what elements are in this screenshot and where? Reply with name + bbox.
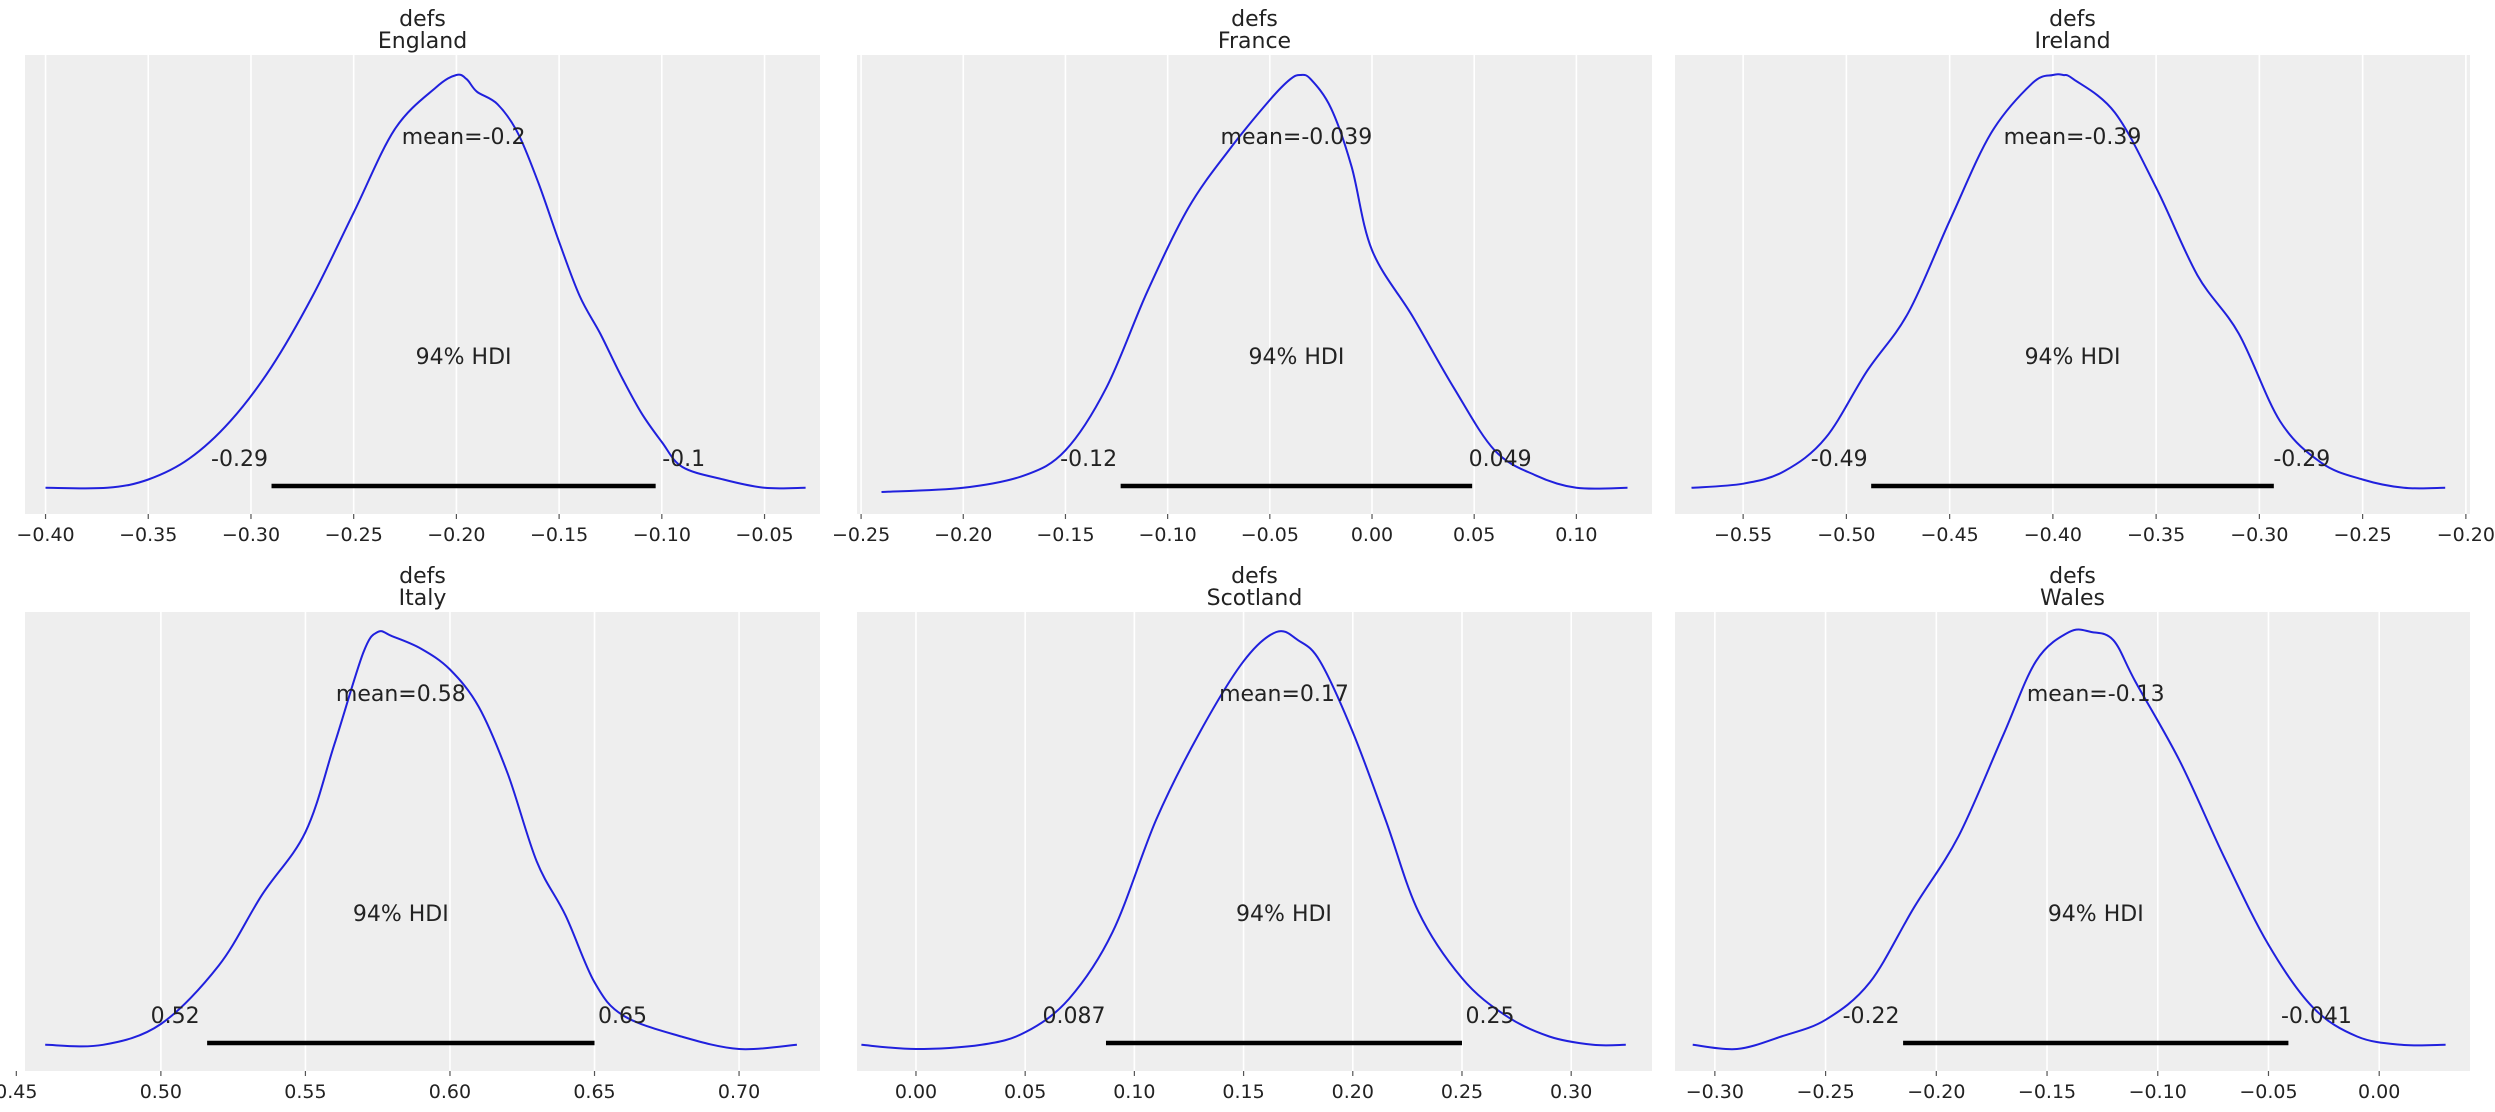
subplot-subtitle: Wales bbox=[2040, 586, 2105, 611]
mean-label: mean=-0.13 bbox=[2027, 682, 2165, 707]
x-tick-label: 0.00 bbox=[1351, 524, 1393, 546]
subplot-title: defs bbox=[399, 564, 446, 589]
x-tick-label: −0.20 bbox=[1907, 1081, 1965, 1103]
x-tick-label: −0.10 bbox=[633, 524, 691, 546]
x-tick-label: −0.05 bbox=[1241, 524, 1299, 546]
hdi-low-label: 0.52 bbox=[151, 1004, 200, 1029]
x-tick-label: −0.35 bbox=[2127, 524, 2185, 546]
hdi-label: 94% HDI bbox=[1248, 345, 1344, 370]
axes-background bbox=[25, 612, 820, 1071]
hdi-high-label: 0.25 bbox=[1465, 1004, 1514, 1029]
x-tick-label: 0.00 bbox=[895, 1081, 937, 1103]
x-tick-label: −0.30 bbox=[1686, 1081, 1744, 1103]
x-tick-label: −0.15 bbox=[2018, 1081, 2076, 1103]
subplot-title: defs bbox=[399, 7, 446, 32]
x-tick-label: −0.20 bbox=[2437, 524, 2495, 546]
hdi-low-label: 0.087 bbox=[1042, 1004, 1105, 1029]
x-tick-label: −0.25 bbox=[1796, 1081, 1854, 1103]
x-tick-label: −0.15 bbox=[1036, 524, 1094, 546]
mean-label: mean=-0.2 bbox=[402, 125, 526, 150]
hdi-high-label: -0.1 bbox=[662, 447, 705, 472]
hdi-label: 94% HDI bbox=[2048, 902, 2144, 927]
x-tick-label: 0.05 bbox=[1453, 524, 1495, 546]
subplot-scotland: 0.00 0.05 0.10 0.15 0.20 0.25 0.30 defsScotland… bbox=[857, 564, 1652, 1103]
hdi-low-label: -0.29 bbox=[211, 447, 268, 472]
x-tick-label: −0.30 bbox=[2230, 524, 2288, 546]
x-tick-label: 0.70 bbox=[718, 1081, 760, 1103]
density-curve bbox=[1691, 73, 2446, 490]
subplot-england: −0.40 −0.35 −0.30 −0.25 −0.20 −0.15 −0.10 −0.05… bbox=[16, 7, 820, 546]
x-tick-label: 0.50 bbox=[140, 1081, 182, 1103]
x-tick-label: 0.05 bbox=[1004, 1081, 1046, 1103]
x-tick-label: −0.20 bbox=[427, 524, 485, 546]
x-tick-label: −0.25 bbox=[2334, 524, 2392, 546]
hdi-label: 94% HDI bbox=[1236, 902, 1332, 927]
x-tick-label: −0.55 bbox=[1714, 524, 1772, 546]
density-curve bbox=[861, 630, 1626, 1051]
axes-background bbox=[857, 55, 1652, 514]
hdi-label: 94% HDI bbox=[2025, 345, 2121, 370]
density-curve bbox=[1692, 628, 2446, 1051]
x-tick-label: −0.25 bbox=[832, 524, 890, 546]
x-tick-label: −0.45 bbox=[1921, 524, 1979, 546]
x-tick-label: 0.65 bbox=[573, 1081, 615, 1103]
subplot-subtitle: Ireland bbox=[2034, 29, 2110, 54]
subplot-subtitle: England bbox=[378, 29, 467, 54]
density-curve bbox=[45, 73, 806, 490]
hdi-low-label: -0.49 bbox=[1811, 447, 1868, 472]
subplot-subtitle: Scotland bbox=[1207, 586, 1303, 611]
subplot-title: defs bbox=[1231, 564, 1278, 589]
axes-background bbox=[25, 55, 820, 514]
hdi-low-label: -0.12 bbox=[1060, 447, 1117, 472]
mean-label: mean=-0.39 bbox=[2004, 125, 2142, 150]
subplot-subtitle: France bbox=[1218, 29, 1291, 54]
x-tick-label: −0.30 bbox=[222, 524, 280, 546]
x-tick-label: 0.00 bbox=[2358, 1081, 2400, 1103]
density-curve bbox=[45, 630, 797, 1051]
subplot-ireland: −0.55 −0.50 −0.45 −0.40 −0.35 −0.30 −0.25 −0.20… bbox=[1675, 7, 2495, 546]
x-tick-label: −0.05 bbox=[735, 524, 793, 546]
x-tick-label: −0.05 bbox=[2239, 1081, 2297, 1103]
mean-label: mean=0.58 bbox=[336, 682, 466, 707]
x-tick-label: 0.30 bbox=[1550, 1081, 1592, 1103]
hdi-high-label: 0.65 bbox=[598, 1004, 647, 1029]
x-tick-label: 0.10 bbox=[1113, 1081, 1155, 1103]
x-tick-label: −0.20 bbox=[934, 524, 992, 546]
hdi-high-label: -0.041 bbox=[2281, 1004, 2352, 1029]
x-tick-label: −0.25 bbox=[325, 524, 383, 546]
subplot-title: defs bbox=[2049, 7, 2096, 32]
x-tick-label: 0.10 bbox=[1555, 524, 1597, 546]
x-tick-label: −0.50 bbox=[1817, 524, 1875, 546]
x-tick-label: 0.25 bbox=[1441, 1081, 1483, 1103]
hdi-high-label: 0.049 bbox=[1469, 447, 1532, 472]
subplot-title: defs bbox=[1231, 7, 1278, 32]
x-tick-label: −0.40 bbox=[16, 524, 74, 546]
x-tick-label: −0.15 bbox=[530, 524, 588, 546]
hdi-low-label: -0.22 bbox=[1843, 1004, 1900, 1029]
x-tick-label: 0.15 bbox=[1222, 1081, 1264, 1103]
subplot-wales: −0.30 −0.25 −0.20 −0.15 −0.10 −0.05 0.00 defsWa… bbox=[1675, 564, 2470, 1103]
subplot-subtitle: Italy bbox=[399, 586, 447, 611]
hdi-high-label: -0.29 bbox=[2273, 447, 2330, 472]
x-tick-label: −0.10 bbox=[1139, 524, 1197, 546]
hdi-label: 94% HDI bbox=[416, 345, 512, 370]
x-tick-label: 0.55 bbox=[284, 1081, 326, 1103]
x-tick-label: 0.60 bbox=[429, 1081, 471, 1103]
x-tick-label: −0.40 bbox=[2024, 524, 2082, 546]
subplot-france: −0.25 −0.20 −0.15 −0.10 −0.05 0.00 0.05 0.10 def… bbox=[832, 7, 1652, 546]
mean-label: mean=-0.039 bbox=[1221, 125, 1373, 150]
axes-background bbox=[857, 612, 1652, 1071]
subplot-title: defs bbox=[2049, 564, 2096, 589]
x-tick-label: −0.35 bbox=[119, 524, 177, 546]
axes-background bbox=[1675, 612, 2470, 1071]
x-tick-label: −0.10 bbox=[2129, 1081, 2187, 1103]
x-tick-label: 0.45 bbox=[0, 1081, 37, 1103]
x-tick-label: 0.20 bbox=[1332, 1081, 1374, 1103]
hdi-label: 94% HDI bbox=[353, 902, 449, 927]
mean-label: mean=0.17 bbox=[1219, 682, 1349, 707]
axes-background bbox=[1675, 55, 2470, 514]
density-curve bbox=[881, 73, 1628, 493]
